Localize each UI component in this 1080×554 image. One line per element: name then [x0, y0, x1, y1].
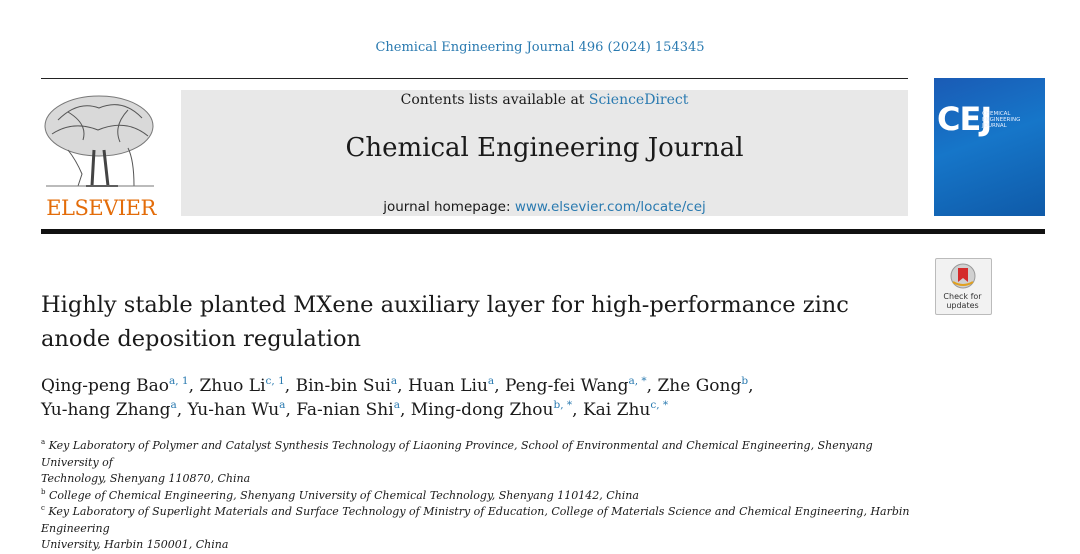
affiliation-text-cont: University, Harbin 150001, China [41, 538, 229, 551]
author-affiliation-mark[interactable]: a [393, 399, 400, 411]
contents-prefix: Contents lists available at [400, 92, 589, 108]
author-name[interactable]: Zhuo Li [199, 376, 266, 396]
article-title: Highly stable planted MXene auxiliary la… [41, 288, 921, 356]
author-affiliation-mark[interactable]: a [390, 375, 398, 387]
author-separator: , [572, 400, 583, 420]
affiliation-text-cont: Technology, Shenyang 110870, China [41, 472, 251, 485]
author-name[interactable]: Fa-nian Shi [296, 400, 394, 420]
affiliation-text: Key Laboratory of Polymer and Catalyst S… [41, 439, 873, 469]
journal-citation[interactable]: Chemical Engineering Journal 496 (2024) … [375, 40, 705, 55]
author-name[interactable]: Yu-hang Zhang [41, 400, 171, 420]
affiliation-item: b College of Chemical Engineering, Sheny… [41, 488, 921, 505]
author-name[interactable]: Peng-fei Wang [505, 376, 629, 396]
author-separator: , [176, 400, 188, 420]
affiliation-item: c Key Laboratory of Superlight Materials… [41, 504, 921, 554]
elsevier-tree-icon [38, 90, 160, 220]
author-separator: , [397, 376, 408, 396]
author-name[interactable]: Zhe Gong [657, 376, 742, 396]
author-separator: , [285, 400, 297, 420]
author-separator: , [284, 376, 296, 396]
sciencedirect-link[interactable]: ScienceDirect [588, 92, 689, 108]
author-separator: , [646, 376, 658, 396]
author-name[interactable]: Ming-dong Zhou [410, 400, 554, 420]
homepage-link[interactable]: www.elsevier.com/locate/cej [514, 199, 706, 215]
author-affiliation-mark[interactable]: a [279, 399, 286, 411]
header-bottom-divider [41, 229, 1045, 234]
article-title-line1: Highly stable planted MXene auxiliary la… [41, 292, 849, 318]
affiliation-item: a Key Laboratory of Polymer and Catalyst… [41, 438, 921, 488]
cover-subtitle: CHEMICAL ENGINEERING JOURNAL [982, 111, 1021, 129]
author-affiliation-mark[interactable]: a, * [628, 375, 647, 387]
affiliation-mark: c [41, 504, 45, 512]
affiliation-text: College of Chemical Engineering, Shenyan… [48, 488, 639, 502]
article-title-line2: anode deposition regulation [41, 326, 362, 352]
affiliation-text: Key Laboratory of Superlight Materials a… [41, 505, 910, 535]
author-name[interactable]: Kai Zhu [582, 400, 651, 420]
check-label-line2: updates [946, 301, 979, 310]
homepage-prefix: journal homepage: [383, 199, 515, 215]
check-label-line1: Check for [943, 292, 982, 301]
cover-abbr: CEJ [937, 100, 992, 138]
homepage-line: journal homepage: www.elsevier.com/locat… [181, 199, 908, 215]
author-line-1: Qing-peng Baoa, 1, Zhuo Lic, 1, Bin-bin … [41, 374, 941, 398]
journal-cover[interactable] [934, 78, 1045, 216]
affiliation-mark: b [41, 487, 46, 496]
contents-line: Contents lists available at ScienceDirec… [181, 92, 908, 108]
affiliation-list: a Key Laboratory of Polymer and Catalyst… [41, 438, 921, 554]
publisher-name[interactable]: ELSEVIER [46, 196, 156, 220]
author-name[interactable]: Qing-peng Bao [41, 376, 169, 396]
author-affiliation-mark[interactable]: b, * [553, 399, 573, 411]
author-affiliation-mark[interactable]: c, * [650, 399, 669, 411]
author-separator: , [399, 400, 411, 420]
journal-title: Chemical Engineering Journal [345, 133, 744, 163]
author-name[interactable]: Huan Liu [407, 376, 488, 396]
affiliation-mark: a [41, 438, 46, 446]
author-name[interactable]: Bin-bin Sui [295, 376, 391, 396]
author-affiliation-mark[interactable]: c, 1 [265, 375, 285, 387]
author-separator: , [494, 376, 505, 396]
author-list: Qing-peng Baoa, 1, Zhuo Lic, 1, Bin-bin … [41, 374, 941, 422]
author-name[interactable]: Yu-han Wu [187, 400, 280, 420]
author-separator: , [188, 376, 200, 396]
author-affiliation-mark[interactable]: a [170, 399, 177, 411]
author-affiliation-mark[interactable]: b [741, 375, 749, 387]
author-separator: , [748, 376, 754, 396]
author-affiliation-mark[interactable]: a [487, 375, 495, 387]
journal-header-box [181, 90, 908, 216]
check-for-updates-icon [949, 262, 977, 290]
top-divider [41, 78, 908, 79]
author-affiliation-mark[interactable]: a, 1 [169, 375, 189, 387]
author-line-2: Yu-hang Zhanga, Yu-han Wua, Fa-nian Shia… [41, 398, 941, 422]
check-for-updates-label: Check for updates [935, 292, 990, 310]
